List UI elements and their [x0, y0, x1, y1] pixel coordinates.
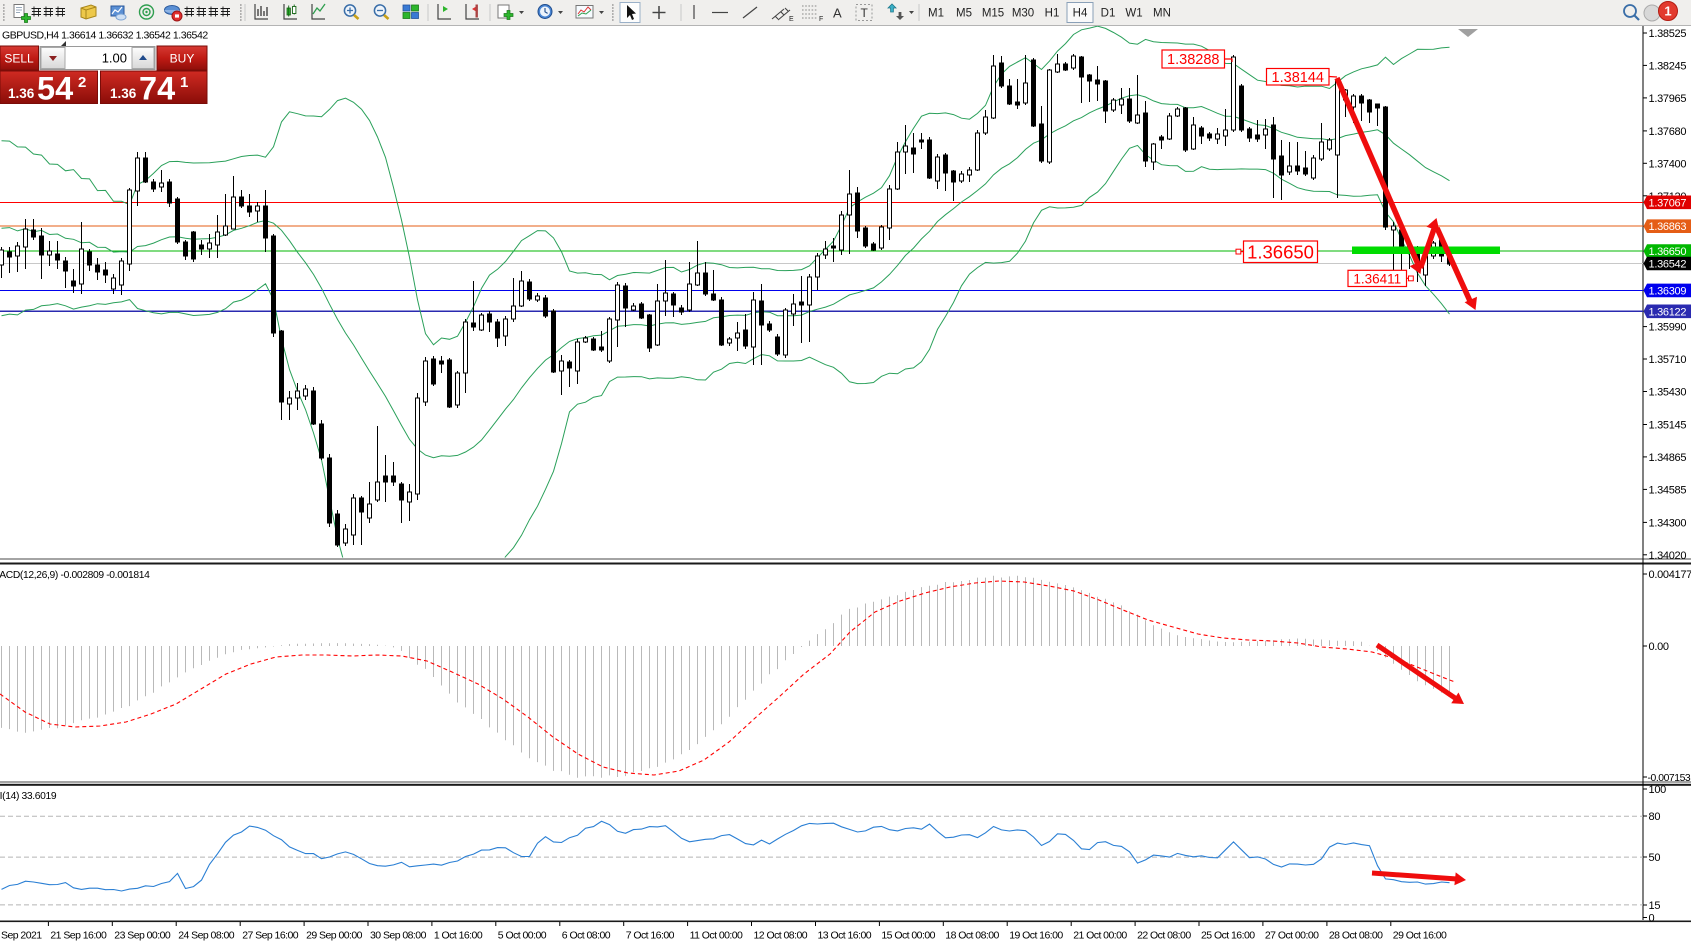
svg-text:13 Oct 16:00: 13 Oct 16:00 — [818, 930, 872, 942]
svg-text:1.35430: 1.35430 — [1649, 387, 1687, 399]
svg-text:1.36650: 1.36650 — [1649, 246, 1687, 258]
svg-text:-0.007153: -0.007153 — [1648, 773, 1691, 784]
svg-text:21 Oct 00:00: 21 Oct 00:00 — [1073, 930, 1127, 942]
svg-text:A: A — [833, 6, 842, 21]
svg-text:7 Oct 16:00: 7 Oct 16:00 — [626, 930, 675, 942]
svg-text:15: 15 — [1649, 900, 1661, 912]
svg-text:19 Oct 16:00: 19 Oct 16:00 — [1009, 930, 1063, 942]
svg-text:1.38144: 1.38144 — [1272, 70, 1324, 86]
svg-text:1.34020: 1.34020 — [1649, 550, 1687, 562]
svg-text:0.00: 0.00 — [1649, 641, 1669, 653]
svg-text:24 Sep 08:00: 24 Sep 08:00 — [178, 930, 235, 942]
svg-text:1.37965: 1.37965 — [1649, 93, 1687, 105]
svg-text:15 Oct 00:00: 15 Oct 00:00 — [881, 930, 935, 942]
svg-text:W1: W1 — [1125, 8, 1142, 20]
svg-text:11 Oct 00:00: 11 Oct 00:00 — [690, 930, 743, 942]
svg-text:BUY: BUY — [170, 52, 195, 66]
svg-text:MN: MN — [1153, 8, 1171, 20]
svg-text:1.36122: 1.36122 — [1649, 306, 1687, 318]
svg-text:SELL: SELL — [4, 52, 34, 66]
svg-text:MACD(12,26,9) -0.002809 -0.001: MACD(12,26,9) -0.002809 -0.001814 — [0, 570, 150, 581]
svg-text:M15: M15 — [982, 8, 1004, 20]
svg-text:1.36411: 1.36411 — [1353, 271, 1401, 286]
svg-text:E: E — [789, 16, 794, 23]
svg-text:50: 50 — [1649, 852, 1661, 864]
svg-text:28 Oct 08:00: 28 Oct 08:00 — [1329, 930, 1383, 942]
svg-text:M30: M30 — [1012, 8, 1034, 20]
svg-text:54: 54 — [37, 71, 73, 107]
svg-text:29 Oct 16:00: 29 Oct 16:00 — [1393, 930, 1447, 942]
svg-text:T: T — [861, 6, 869, 20]
svg-text:5 Oct 00:00: 5 Oct 00:00 — [498, 930, 547, 942]
svg-text:M1: M1 — [928, 8, 944, 20]
svg-text:74: 74 — [139, 71, 175, 107]
svg-text:1.36863: 1.36863 — [1649, 221, 1687, 233]
svg-text:1.35145: 1.35145 — [1649, 420, 1687, 432]
svg-text:1.34300: 1.34300 — [1649, 517, 1687, 529]
svg-text:30 Sep 08:00: 30 Sep 08:00 — [370, 930, 427, 942]
svg-text:21 Sep 16:00: 21 Sep 16:00 — [50, 930, 107, 942]
svg-text:6 Oct 08:00: 6 Oct 08:00 — [562, 930, 611, 942]
svg-text:25 Oct 16:00: 25 Oct 16:00 — [1201, 930, 1255, 942]
svg-text:1.38525: 1.38525 — [1649, 28, 1687, 40]
svg-text:1.36542: 1.36542 — [1649, 259, 1687, 271]
svg-text:1.36: 1.36 — [110, 86, 137, 101]
svg-text:27 Oct 00:00: 27 Oct 00:00 — [1265, 930, 1319, 942]
svg-text:12 Oct 08:00: 12 Oct 08:00 — [754, 930, 808, 942]
svg-text:RSI(14) 33.6019: RSI(14) 33.6019 — [0, 791, 57, 802]
svg-text:1.36309: 1.36309 — [1649, 285, 1687, 297]
svg-text:100: 100 — [1649, 784, 1667, 796]
svg-text:1.37400: 1.37400 — [1649, 158, 1687, 170]
svg-text:29 Sep 00:00: 29 Sep 00:00 — [306, 930, 363, 942]
svg-text:F: F — [819, 16, 823, 23]
svg-text:1 Oct 16:00: 1 Oct 16:00 — [434, 930, 483, 942]
svg-text:M5: M5 — [956, 8, 972, 20]
svg-text:22 Oct 08:00: 22 Oct 08:00 — [1137, 930, 1191, 942]
svg-text:0: 0 — [1649, 913, 1655, 925]
svg-text:1.36: 1.36 — [8, 86, 35, 101]
svg-text:27 Sep 16:00: 27 Sep 16:00 — [242, 930, 299, 942]
svg-text:1.38245: 1.38245 — [1649, 60, 1687, 72]
svg-text:1: 1 — [1664, 4, 1671, 19]
svg-text:1: 1 — [180, 74, 188, 91]
svg-text:GBPUSD,H4 1.36614 1.36632 1.36: GBPUSD,H4 1.36614 1.36632 1.36542 1.3654… — [2, 30, 208, 42]
svg-text:1.38288: 1.38288 — [1167, 52, 1219, 68]
svg-text:Sep 2021: Sep 2021 — [1, 930, 42, 942]
svg-text:H1: H1 — [1045, 8, 1060, 20]
svg-text:H4: H4 — [1073, 8, 1088, 20]
svg-text:0.004177: 0.004177 — [1649, 569, 1691, 581]
svg-text:2: 2 — [78, 74, 86, 91]
svg-text:23 Sep 00:00: 23 Sep 00:00 — [114, 930, 171, 942]
svg-text:1.34865: 1.34865 — [1649, 452, 1687, 464]
svg-text:1.00: 1.00 — [102, 51, 127, 66]
svg-text:D1: D1 — [1101, 8, 1116, 20]
svg-text:1.37680: 1.37680 — [1649, 126, 1687, 138]
svg-text:18 Oct 08:00: 18 Oct 08:00 — [945, 930, 999, 942]
svg-text:1.36650: 1.36650 — [1247, 241, 1314, 262]
svg-text:80: 80 — [1649, 811, 1661, 823]
svg-text:1.37067: 1.37067 — [1649, 197, 1687, 209]
svg-text:1.35990: 1.35990 — [1649, 322, 1687, 334]
svg-text:1.34585: 1.34585 — [1649, 484, 1687, 496]
svg-text:1.35710: 1.35710 — [1649, 354, 1687, 366]
